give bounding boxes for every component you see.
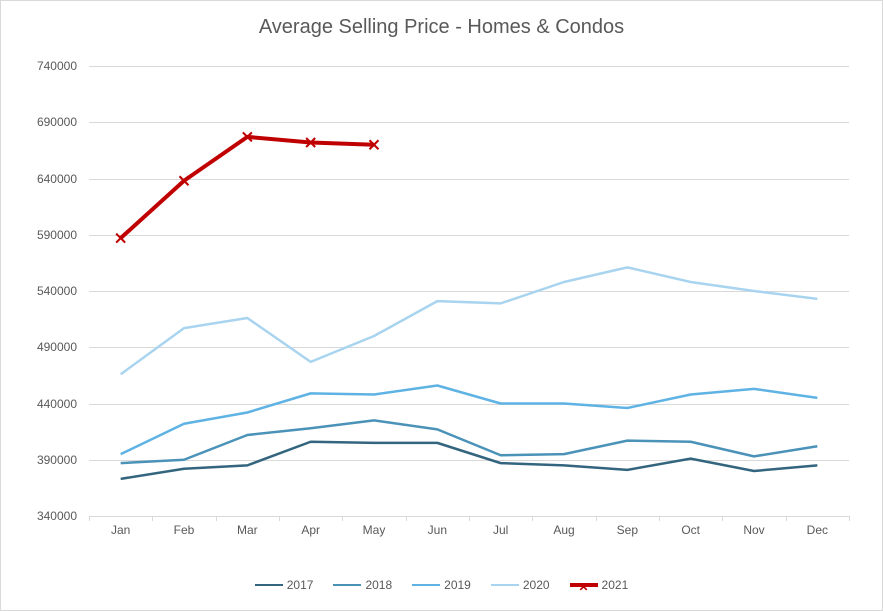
series-line-2018 (121, 420, 818, 463)
legend-item-2017: 2017 (255, 578, 314, 592)
x-tick-label: Nov (743, 523, 764, 537)
series-line-2020 (121, 267, 818, 374)
x-tick (532, 516, 533, 521)
legend-swatch: ✕ (570, 583, 598, 587)
x-tick (152, 516, 153, 521)
x-tick (469, 516, 470, 521)
y-tick-label: 740000 (7, 59, 77, 73)
x-tick-label: Apr (301, 523, 320, 537)
x-tick-label: Jan (111, 523, 130, 537)
legend-swatch (255, 584, 283, 586)
y-tick-label: 490000 (7, 340, 77, 354)
x-tick (406, 516, 407, 521)
x-tick-label: Aug (553, 523, 574, 537)
legend-item-2020: 2020 (491, 578, 550, 592)
legend-label: 2021 (602, 578, 629, 592)
legend-item-2019: 2019 (412, 578, 471, 592)
x-tick-label: Feb (174, 523, 195, 537)
legend: 2017 2018 2019 2020 ✕ 2021 (1, 578, 882, 592)
series-marker-2021 (116, 234, 125, 243)
x-tick-label: May (363, 523, 386, 537)
legend-swatch (333, 584, 361, 586)
x-marker-icon: ✕ (579, 581, 589, 593)
x-tick (659, 516, 660, 521)
x-tick (722, 516, 723, 521)
x-tick-label: Dec (807, 523, 828, 537)
x-tick-label: Sep (617, 523, 638, 537)
legend-label: 2017 (287, 578, 314, 592)
y-tick-label: 340000 (7, 509, 77, 523)
x-tick-label: Jul (493, 523, 508, 537)
chart-container: Average Selling Price - Homes & Condos 3… (0, 0, 883, 611)
x-tick (89, 516, 90, 521)
y-tick-label: 690000 (7, 115, 77, 129)
x-tick (216, 516, 217, 521)
x-tick (342, 516, 343, 521)
x-tick-label: Jun (428, 523, 447, 537)
x-tick (596, 516, 597, 521)
legend-label: 2018 (365, 578, 392, 592)
y-tick-label: 390000 (7, 453, 77, 467)
y-tick-label: 440000 (7, 397, 77, 411)
legend-label: 2019 (444, 578, 471, 592)
chart-title: Average Selling Price - Homes & Condos (1, 16, 882, 39)
legend-swatch (412, 584, 440, 586)
legend-item-2021: ✕ 2021 (570, 578, 629, 592)
y-tick-label: 590000 (7, 228, 77, 242)
legend-swatch (491, 584, 519, 586)
series-line-2021 (121, 137, 374, 238)
x-tick (849, 516, 850, 521)
x-tick-label: Oct (681, 523, 700, 537)
x-tick-label: Mar (237, 523, 258, 537)
chart-plot-area (89, 66, 849, 516)
x-tick (279, 516, 280, 521)
legend-item-2018: 2018 (333, 578, 392, 592)
y-tick-label: 640000 (7, 172, 77, 186)
x-tick (786, 516, 787, 521)
y-tick-label: 540000 (7, 284, 77, 298)
legend-label: 2020 (523, 578, 550, 592)
